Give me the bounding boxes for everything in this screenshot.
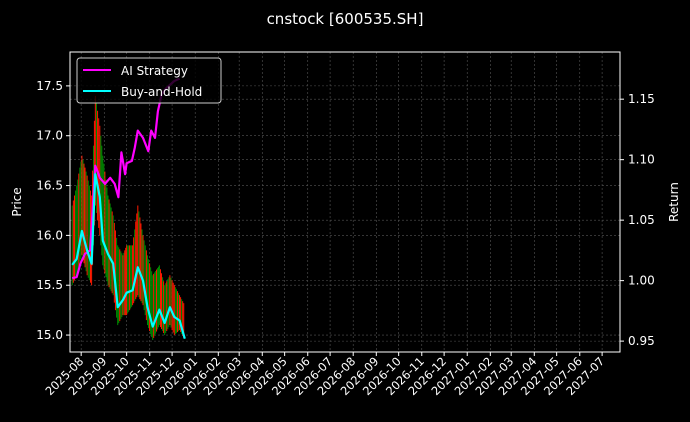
y-tick-label: 16.5: [36, 179, 63, 193]
legend-box: [76, 57, 222, 104]
y-right-tick-label: 1.00: [628, 274, 655, 288]
y-right-tick-label: 1.10: [628, 153, 655, 167]
y-right-tick-label: 1.05: [628, 213, 655, 227]
y-right-tick-label: 0.95: [628, 334, 655, 348]
y-tick-label: 17.5: [36, 79, 63, 93]
plot-frame: [69, 51, 621, 353]
x-ticks: 2025-082025-092025-102025-112025-122026-…: [42, 352, 607, 398]
series-line-ai-strategy: [71, 77, 181, 280]
legend-label-ai-strategy: AI Strategy: [121, 64, 188, 78]
y-axis-label-right: Return: [667, 182, 681, 222]
left-y-ticks: 15.0 15.5 16.0 16.5 17.0 17.5: [36, 79, 70, 342]
chart-title: cnstock [600535.SH]: [267, 10, 424, 28]
right-y-ticks: 0.95 1.00 1.05 1.10 1.15: [620, 92, 655, 348]
legend-label-buy-and-hold: Buy-and-Hold: [121, 85, 202, 99]
y-tick-label: 15.5: [36, 278, 63, 292]
series-lines: [71, 77, 186, 340]
y-tick-label: 16.0: [36, 228, 63, 242]
y-tick-label: 15.0: [36, 328, 63, 342]
y-right-tick-label: 1.15: [628, 92, 655, 106]
series-line-buy-and-hold: [71, 173, 186, 340]
y-tick-label: 17.0: [36, 129, 63, 143]
legend: AI Strategy Buy-and-Hold: [76, 57, 222, 104]
price-bars: [71, 95, 185, 341]
y-axis-label-left: Price: [10, 187, 24, 216]
